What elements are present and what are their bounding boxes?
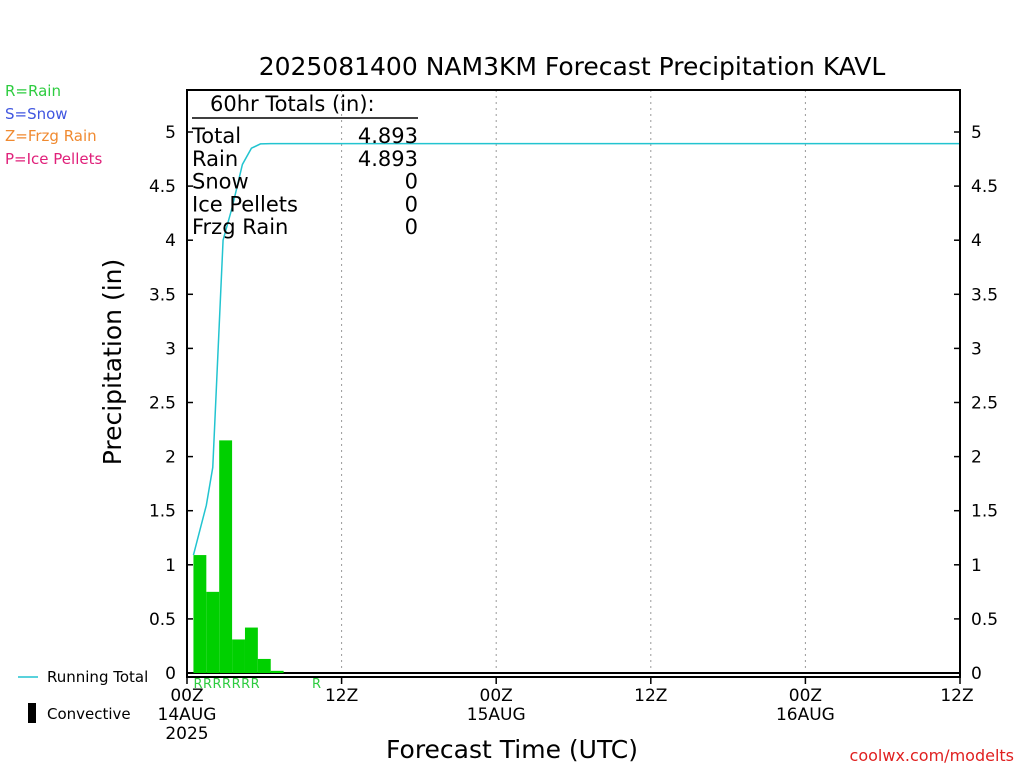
precip-bar-5 bbox=[257, 658, 271, 673]
ytick-left-label-0: 0 bbox=[165, 664, 176, 684]
precip-bar-0 bbox=[193, 555, 207, 673]
ytick-right-label-9: 4.5 bbox=[971, 177, 998, 197]
totals-value-3: 0 bbox=[405, 192, 418, 216]
running-total-legend-label: Running Total bbox=[47, 668, 148, 686]
totals-value-1: 4.893 bbox=[358, 147, 418, 171]
ytick-left-label-1: 0.5 bbox=[149, 610, 176, 630]
y-axis-label: Precipitation (in) bbox=[98, 259, 127, 466]
series-legend: Running Total Convective bbox=[18, 668, 148, 723]
xtick-label-2: 00Z bbox=[480, 686, 513, 706]
totals-label-1: Rain bbox=[192, 147, 238, 171]
precip-bar-4 bbox=[244, 627, 258, 673]
xtick-year-0: 2025 bbox=[165, 724, 208, 744]
ptype-marks: RRRRRRR R bbox=[193, 677, 321, 692]
totals-header: 60hr Totals (in): bbox=[210, 92, 375, 116]
ptype-mark-extra: R bbox=[312, 677, 321, 692]
convective-legend-label: Convective bbox=[47, 705, 131, 723]
xtick-label-0: 00Z bbox=[170, 686, 203, 706]
xtick-label-3: 12Z bbox=[634, 686, 667, 706]
totals-label-4: Frzg Rain bbox=[192, 215, 288, 239]
xtick-day-4: 16AUG bbox=[776, 705, 835, 725]
ptype-legend-rain: R=Rain bbox=[5, 82, 61, 100]
source-credit: coolwx.com/modelts bbox=[850, 746, 1014, 765]
ytick-right-label-7: 3.5 bbox=[971, 285, 998, 305]
ytick-right-label-8: 4 bbox=[971, 231, 982, 251]
ytick-left-label-6: 3 bbox=[165, 339, 176, 359]
xtick-label-4: 00Z bbox=[789, 686, 822, 706]
ptype-legend-snow: S=Snow bbox=[5, 105, 68, 123]
gridlines bbox=[187, 90, 960, 677]
x-axis-label: Forecast Time (UTC) bbox=[386, 735, 638, 764]
ytick-left-label-5: 2.5 bbox=[149, 394, 176, 414]
ytick-right-label-0: 0 bbox=[971, 664, 982, 684]
precip-bars bbox=[193, 440, 284, 673]
totals-value-4: 0 bbox=[405, 215, 418, 239]
ytick-left-label-10: 5 bbox=[165, 123, 176, 143]
precip-bar-2 bbox=[219, 440, 233, 673]
xtick-day-0: 14AUG bbox=[158, 705, 217, 725]
chart-title: 2025081400 NAM3KM Forecast Precipitation… bbox=[259, 52, 886, 81]
totals-label-2: Snow bbox=[192, 170, 249, 194]
ytick-left-label-3: 1.5 bbox=[149, 502, 176, 522]
xtick-day-2: 15AUG bbox=[467, 705, 526, 725]
ytick-left-label-2: 1 bbox=[165, 556, 176, 576]
ytick-left-label-7: 3.5 bbox=[149, 285, 176, 305]
xtick-label-1: 12Z bbox=[325, 686, 358, 706]
ytick-right-label-10: 5 bbox=[971, 123, 982, 143]
precip-bar-6 bbox=[270, 670, 284, 673]
ytick-right-label-1: 0.5 bbox=[971, 610, 998, 630]
xtick-label-5: 12Z bbox=[940, 686, 973, 706]
running-total-polyline bbox=[192, 142, 960, 556]
ytick-right-label-3: 1.5 bbox=[971, 502, 998, 522]
totals-value-0: 4.893 bbox=[358, 124, 418, 148]
precip-bar-3 bbox=[232, 639, 245, 673]
precip-bar-1 bbox=[206, 591, 220, 673]
ptype-legend: R=Rain S=Snow Z=Frzg Rain P=Ice Pellets bbox=[5, 82, 102, 168]
y-axis-ticks: 0 00.5 0.51 11.5 1.52 22.5 2.53 33.5 3.54 44.5 4.5… bbox=[149, 123, 998, 684]
running-total-line bbox=[192, 142, 960, 556]
ptype-legend-frzg-rain: Z=Frzg Rain bbox=[5, 127, 97, 145]
ptype-mark-run: RRRRRRR bbox=[193, 677, 260, 692]
ytick-right-label-4: 2 bbox=[971, 448, 982, 468]
ytick-right-label-5: 2.5 bbox=[971, 394, 998, 414]
ytick-right-label-2: 1 bbox=[971, 556, 982, 576]
totals-box: 60hr Totals (in): Total 4.893 Rain 4.893 Sno… bbox=[191, 92, 418, 239]
plot-frame bbox=[186, 89, 961, 678]
ptype-legend-ice-pellets: P=Ice Pellets bbox=[5, 150, 102, 168]
totals-label-3: Ice Pellets bbox=[192, 192, 298, 216]
totals-value-2: 0 bbox=[405, 170, 418, 194]
ytick-left-label-4: 2 bbox=[165, 448, 176, 468]
ytick-left-label-8: 4 bbox=[165, 231, 176, 251]
convective-legend-swatch bbox=[28, 703, 36, 723]
ytick-left-label-9: 4.5 bbox=[149, 177, 176, 197]
ytick-right-label-6: 3 bbox=[971, 339, 982, 359]
totals-label-0: Total bbox=[191, 124, 241, 148]
